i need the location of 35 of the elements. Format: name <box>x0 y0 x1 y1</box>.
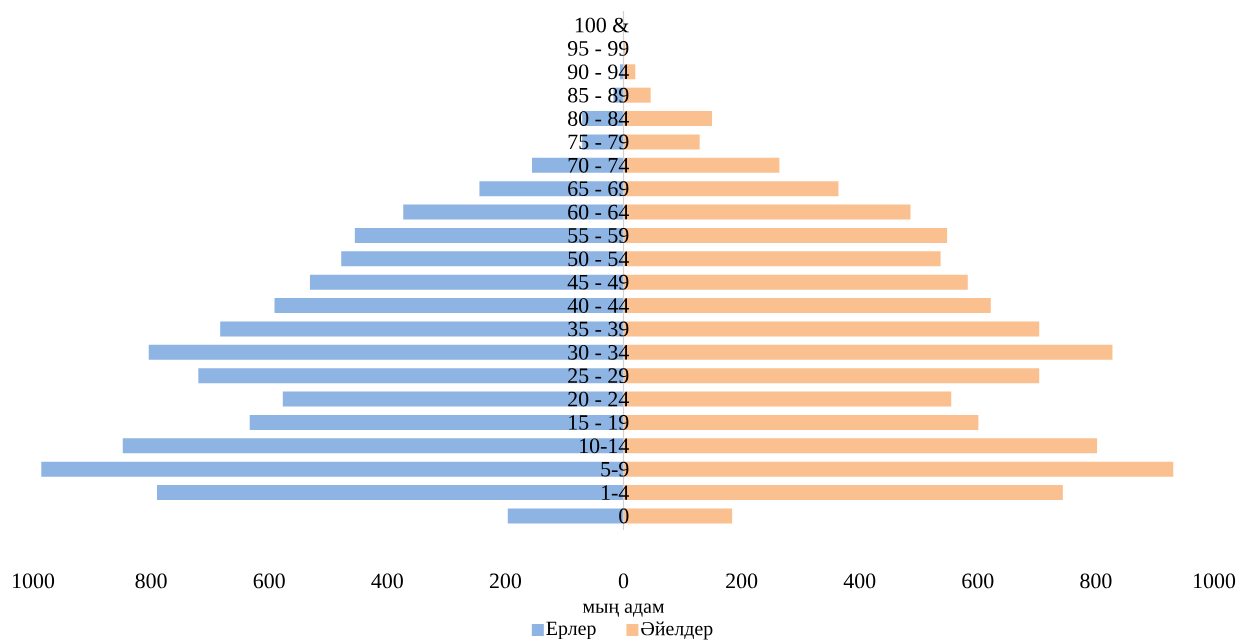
y-tick-label: 95 - 99 <box>567 41 629 56</box>
y-tick-label: 70 - 74 <box>568 157 629 173</box>
x-axis-title: мың адам <box>582 603 665 617</box>
y-tick-label: 75 - 79 <box>568 134 629 150</box>
y-tick-label: 0 <box>619 508 629 524</box>
y-tick-label: 80 - 84 <box>568 111 629 126</box>
x-tick-label: 1000 <box>13 573 55 589</box>
y-tick-label: 60 - 64 <box>568 204 629 220</box>
y-tick-label: 45 - 49 <box>567 274 629 290</box>
x-tick-label: 800 <box>1080 573 1112 589</box>
legend-label: Әйелдер <box>641 621 713 640</box>
x-tick-label: 200 <box>726 573 758 589</box>
x-tick-label: 200 <box>489 573 522 589</box>
x-tick-label: 400 <box>843 573 876 589</box>
y-tick-label: 1-4 <box>602 485 629 500</box>
y-tick-label: 90 - 94 <box>567 64 629 80</box>
x-tick-label: 600 <box>253 573 285 589</box>
y-tick-label: 55 - 59 <box>568 228 629 243</box>
x-tick-label: 800 <box>135 573 167 589</box>
y-tick-label: 50 - 54 <box>568 251 629 267</box>
y-tick-label: 10-14 <box>580 438 629 454</box>
y-tick-label: 35 - 39 <box>568 321 629 337</box>
y-tick-label: 25 - 29 <box>568 368 629 384</box>
y-tick-label: 85 - 89 <box>568 87 629 103</box>
y-tick-label: 20 - 24 <box>568 391 629 407</box>
x-tick-label: 600 <box>962 573 994 589</box>
y-tick-label: 30 - 34 <box>568 344 629 360</box>
legend-label: Ерлер <box>546 621 596 640</box>
y-tick-label: 40 - 44 <box>567 298 629 313</box>
y-tick-label: 15 - 19 <box>569 415 629 430</box>
x-tick-label: 1000 <box>1194 573 1236 589</box>
y-tick-label: 100 & <box>575 17 629 33</box>
y-tick-label: 65 - 69 <box>568 181 629 197</box>
y-tick-label: 5-9 <box>601 461 629 477</box>
x-tick-label: 400 <box>371 573 403 589</box>
